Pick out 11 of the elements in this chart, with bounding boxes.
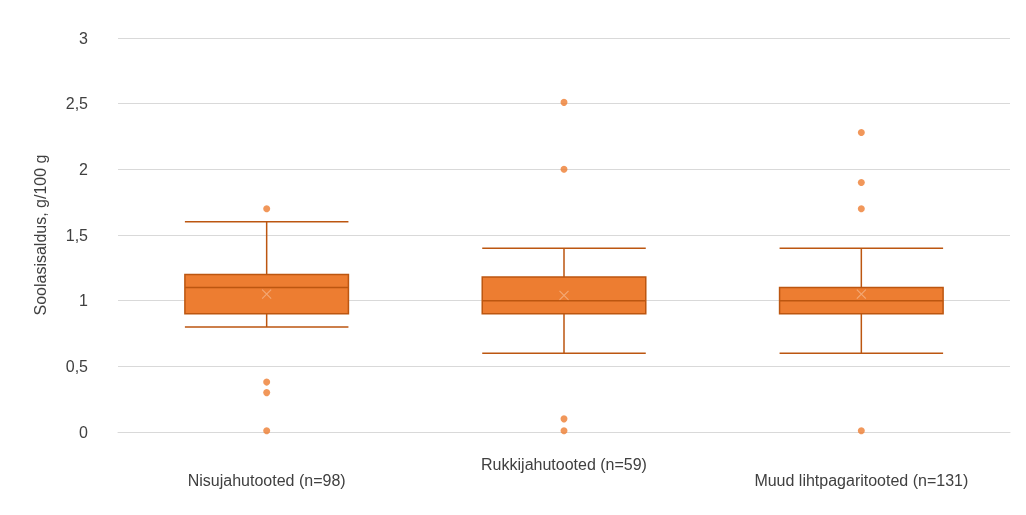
y-tick-label: 2,5	[65, 95, 89, 113]
y-tick-label: 1	[79, 292, 89, 310]
x-tick-label: Nisujahutooted (n=98)	[187, 471, 346, 489]
y-tick-label: 1,5	[65, 226, 89, 244]
y-tick-label: 3	[79, 29, 89, 47]
y-tick-label: 2	[79, 160, 89, 178]
x-tick-label: Muud lihtpagaritooted (n=131)	[754, 471, 969, 489]
y-tick-label: 0	[79, 423, 89, 441]
y-tick-label: 0,5	[65, 357, 89, 375]
y-axis-title: Soolasisaldus, g/100 g	[31, 154, 49, 316]
x-tick-label: Rukkijahutooted (n=59)	[481, 455, 647, 473]
